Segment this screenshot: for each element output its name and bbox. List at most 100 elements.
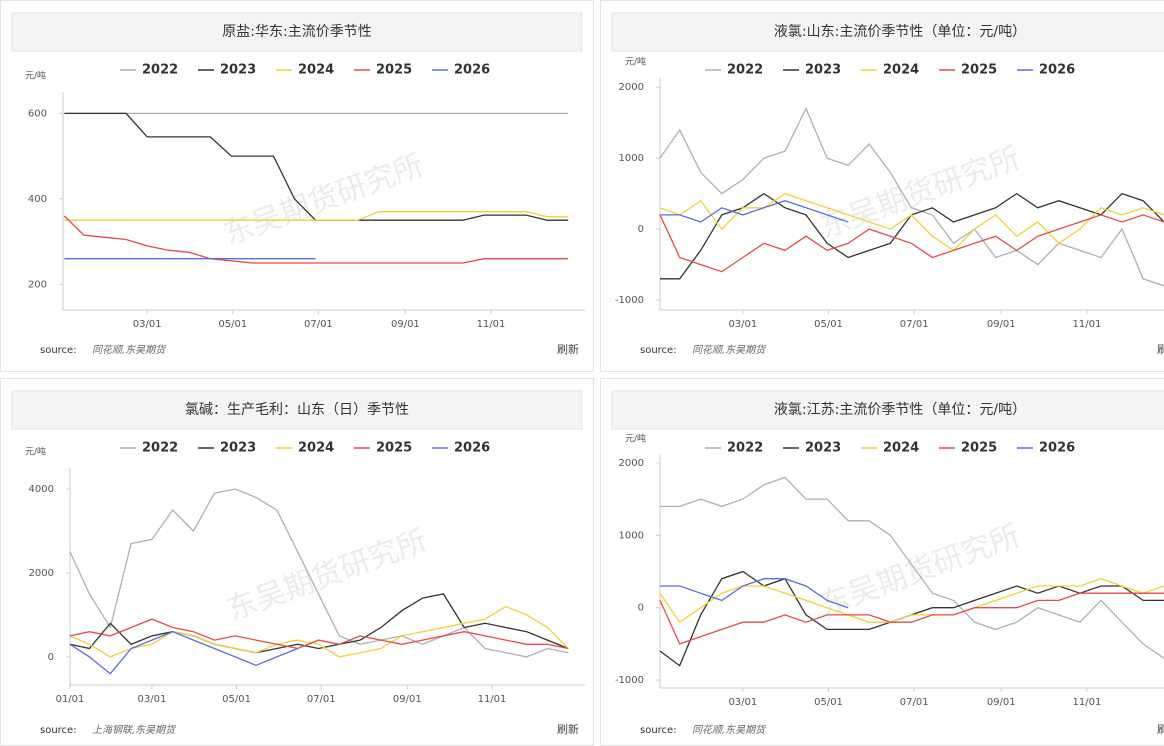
y-tick-label: -1000 — [615, 295, 644, 306]
y-tick-label: 1000 — [619, 153, 644, 164]
y-axis-unit: 元/吨 — [625, 433, 646, 445]
chart-title: 原盐:华东:主流价季节性 — [222, 24, 371, 40]
y-axis-unit: 元/吨 — [25, 446, 46, 458]
legend-label: 2024 — [883, 63, 919, 78]
y-tick-label: 2000 — [29, 568, 54, 579]
x-tick-label: 09/01 — [987, 697, 1016, 708]
panel-frame — [600, 0, 1164, 372]
series-line — [659, 192, 1164, 252]
chart-title: 液氯:江苏:主流价季节性（单位：元/吨） — [774, 402, 1026, 418]
y-tick-label: 1000 — [619, 530, 644, 541]
legend-label: 2024 — [883, 441, 919, 456]
refresh-button[interactable]: 刷新 — [557, 722, 579, 736]
y-axis-unit: 元/吨 — [625, 56, 646, 68]
x-tick-label: 07/01 — [900, 697, 929, 708]
y-tick-label: 200 — [28, 279, 47, 290]
legend-label: 2025 — [961, 63, 997, 78]
y-tick-label: 2000 — [619, 82, 644, 93]
x-tick-label: 07/01 — [307, 694, 336, 705]
title-bar — [611, 390, 1164, 430]
series-line — [659, 592, 1164, 645]
panel-frame — [600, 378, 1164, 746]
legend-label: 2024 — [298, 63, 334, 78]
legend-label: 2023 — [220, 63, 256, 78]
legend-label: 2023 — [805, 441, 841, 456]
legend-label: 2022 — [142, 63, 178, 78]
x-tick-label: 09/01 — [393, 694, 422, 705]
x-tick-label: 03/01 — [133, 319, 162, 330]
series-line — [660, 476, 1164, 659]
y-axis-unit: 元/吨 — [25, 70, 46, 82]
y-tick-label: 2000 — [619, 458, 644, 469]
legend-label: 2026 — [1039, 441, 1075, 456]
x-tick-label: 01/01 — [56, 694, 85, 705]
x-tick-label: 11/01 — [1072, 697, 1101, 708]
refresh-button[interactable]: 刷新 — [1157, 722, 1164, 736]
series-line — [659, 106, 1164, 287]
source-text: 同花顺,东吴期货 — [692, 344, 767, 356]
series-line — [63, 215, 569, 264]
x-tick-label: 03/01 — [137, 694, 166, 705]
series-line — [660, 200, 849, 223]
series-line — [660, 578, 849, 609]
y-tick-label: 0 — [638, 224, 644, 235]
source-text: 同花顺,东吴期货 — [92, 344, 167, 356]
x-tick-label: 03/01 — [728, 319, 757, 330]
legend-label: 2023 — [805, 63, 841, 78]
x-tick-label: 05/01 — [218, 319, 247, 330]
source-label: source: — [40, 725, 77, 736]
panel-frame — [0, 0, 594, 372]
legend-label: 2023 — [220, 441, 256, 456]
legend-label: 2026 — [454, 63, 490, 78]
x-tick-label: 05/01 — [814, 319, 843, 330]
legend-label: 2024 — [298, 441, 334, 456]
x-tick-label: 11/01 — [477, 319, 506, 330]
title-bar — [11, 390, 583, 430]
x-tick-label: 07/01 — [900, 319, 929, 330]
series-line — [69, 488, 569, 658]
panel-frame — [0, 378, 594, 746]
legend-label: 2022 — [727, 441, 763, 456]
source-label: source: — [640, 725, 677, 736]
y-tick-label: 0 — [638, 603, 644, 614]
legend-label: 2025 — [376, 63, 412, 78]
y-tick-label: 400 — [28, 194, 47, 205]
x-tick-label: 05/01 — [222, 694, 251, 705]
x-tick-label: 11/01 — [478, 694, 507, 705]
y-tick-label: 4000 — [29, 484, 54, 495]
legend-label: 2022 — [142, 441, 178, 456]
x-tick-label: 03/01 — [728, 697, 757, 708]
chart-title: 液氯:山东:主流价季节性（单位：元/吨） — [774, 24, 1026, 40]
y-tick-label: 600 — [28, 108, 47, 119]
legend-label: 2025 — [376, 441, 412, 456]
title-bar — [611, 12, 1164, 52]
source-label: source: — [40, 345, 77, 356]
legend-label: 2025 — [961, 441, 997, 456]
y-tick-label: -1000 — [615, 675, 644, 686]
legend-label: 2026 — [454, 441, 490, 456]
series-line — [659, 214, 1164, 273]
series-line — [69, 605, 569, 658]
legend-label: 2022 — [727, 63, 763, 78]
refresh-button[interactable]: 刷新 — [557, 342, 579, 356]
legend-label: 2026 — [1039, 63, 1075, 78]
x-tick-label: 05/01 — [814, 697, 843, 708]
series-line — [69, 630, 298, 675]
chart-title: 氯碱：生产毛利：山东（日）季节性 — [185, 402, 409, 418]
title-bar — [11, 12, 583, 52]
series-line — [69, 593, 569, 654]
source-text: 上海钢联,东吴期货 — [92, 724, 177, 736]
x-tick-label: 07/01 — [304, 319, 333, 330]
y-tick-label: 0 — [48, 652, 54, 663]
refresh-button[interactable]: 刷新 — [1157, 342, 1164, 356]
series-line — [64, 211, 569, 221]
series-line — [69, 618, 569, 650]
x-tick-label: 11/01 — [1072, 319, 1101, 330]
x-tick-label: 09/01 — [391, 319, 420, 330]
